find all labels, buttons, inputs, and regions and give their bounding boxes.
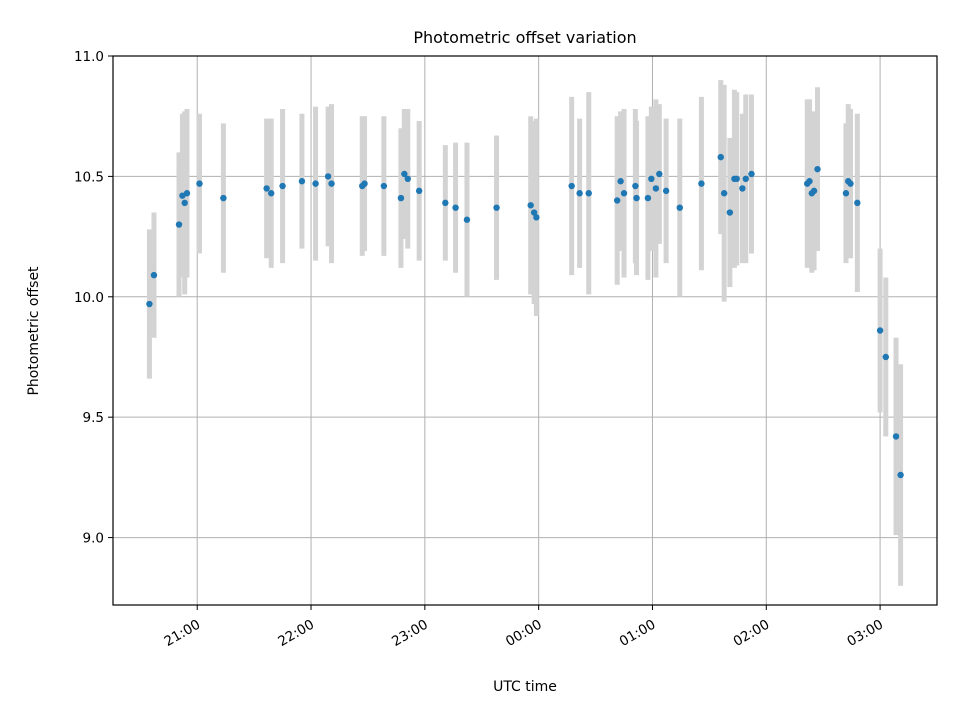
x-tick-label: 01:00	[617, 617, 659, 650]
data-point	[312, 180, 319, 187]
data-markers	[146, 153, 904, 479]
data-point	[617, 178, 624, 185]
data-point	[810, 187, 818, 195]
x-axis-ticks: 21:00 22:00 23:00 00:00 01:00 02:00 03:00	[162, 605, 886, 650]
data-point	[742, 175, 749, 183]
y-tick-label: 11.0	[74, 49, 104, 65]
error-bars	[146, 80, 904, 586]
data-point	[463, 216, 471, 223]
data-point	[298, 178, 306, 185]
data-point	[847, 180, 854, 187]
data-point	[576, 190, 583, 197]
data-point	[652, 185, 660, 192]
plot-frame	[112, 55, 938, 606]
data-point	[263, 185, 270, 192]
data-point	[380, 182, 388, 190]
data-point	[493, 204, 500, 211]
data-point	[698, 180, 705, 187]
data-point	[530, 209, 538, 216]
data-point	[442, 199, 449, 207]
data-point	[397, 194, 405, 202]
y-tick-label: 9.5	[83, 410, 104, 426]
chart-title: Photometric offset variation	[413, 28, 636, 47]
data-point	[404, 175, 411, 183]
x-tick-label: 00:00	[503, 617, 545, 650]
x-tick-label: 22:00	[275, 617, 317, 650]
data-point	[401, 170, 408, 178]
x-tick-label: 02:00	[731, 617, 773, 650]
data-point	[806, 178, 813, 185]
data-point	[196, 180, 203, 187]
data-point	[361, 180, 368, 187]
x-tick-label: 03:00	[844, 617, 886, 650]
data-point	[220, 194, 227, 202]
data-point	[533, 214, 540, 221]
data-point	[717, 153, 724, 161]
data-point	[267, 190, 275, 197]
data-point	[183, 190, 191, 197]
data-point	[726, 209, 734, 216]
data-point	[676, 204, 683, 211]
y-tick-label: 10.0	[74, 290, 104, 306]
data-point	[739, 185, 746, 192]
y-axis-label: Photometric offset	[26, 266, 42, 396]
data-point	[279, 182, 286, 190]
data-point	[648, 175, 655, 183]
data-point	[324, 173, 332, 180]
data-point	[897, 471, 904, 479]
data-point	[150, 271, 158, 279]
data-point	[527, 202, 534, 209]
x-tick-label: 21:00	[162, 617, 204, 650]
data-point	[842, 190, 850, 197]
data-point	[662, 187, 670, 195]
data-point	[633, 194, 640, 202]
data-point	[748, 170, 755, 178]
data-point	[733, 175, 740, 183]
y-tick-label: 9.0	[83, 531, 104, 547]
data-point	[620, 190, 628, 197]
data-point	[568, 182, 575, 190]
data-point	[656, 170, 663, 178]
data-point	[452, 204, 459, 211]
data-point	[328, 180, 335, 187]
data-point	[892, 433, 900, 440]
x-tick-label: 23:00	[389, 617, 431, 650]
data-point	[632, 182, 639, 190]
data-point	[720, 190, 728, 197]
data-point	[854, 199, 861, 207]
data-point	[814, 165, 821, 173]
y-axis-ticks: 9.0 9.5 10.0 10.5 11.0	[74, 49, 113, 547]
data-point	[175, 221, 183, 228]
data-point	[181, 199, 188, 207]
data-point	[415, 187, 423, 195]
data-point	[146, 300, 153, 308]
data-point	[882, 353, 889, 361]
data-point	[644, 194, 652, 202]
data-point	[876, 327, 884, 334]
x-axis-label: UTC time	[493, 679, 557, 695]
data-point	[613, 197, 621, 204]
data-point	[585, 190, 592, 197]
y-tick-label: 10.5	[74, 169, 104, 185]
